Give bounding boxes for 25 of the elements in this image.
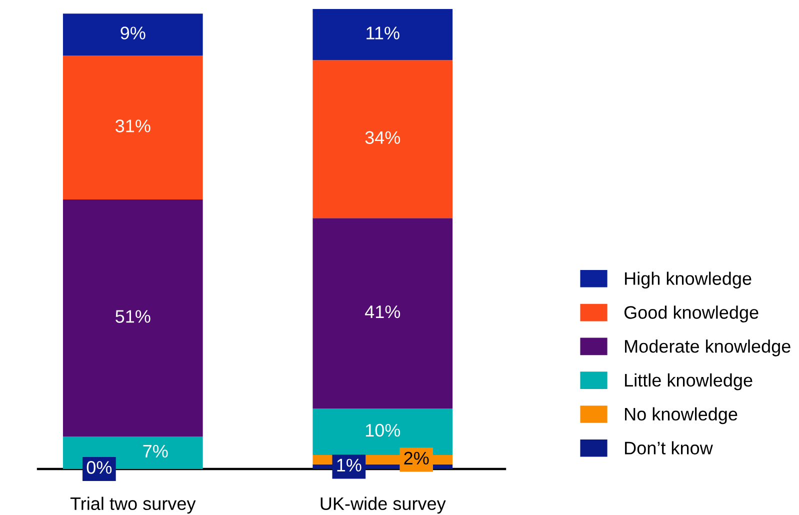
legend-label: Good knowledge [624,306,758,322]
legend-label: Moderate knowledge [625,339,790,356]
bar [312,9,453,60]
data-label: 1% [337,458,362,472]
legend-label: Little knowledge [625,373,752,390]
data-label: 34% [365,131,400,144]
data-label: 7% [143,444,168,458]
x-tick-label: Trial two survey [70,496,196,514]
legend-label: Don’t know [625,441,713,454]
data-label: 9% [120,26,146,40]
x-tick-label: UK-wide survey [320,496,446,514]
data-label: 0% [86,461,112,474]
data-label: 51% [116,310,150,323]
data-label: 2% [404,452,429,464]
bar [312,218,453,409]
legend-label: High knowledge [625,272,752,289]
data-label: 11% [366,26,400,40]
bar [62,55,203,200]
data-label: 31% [116,120,150,132]
legend-label: No knowledge [625,407,738,424]
bar [62,200,203,436]
data-label: 41% [364,305,400,318]
bar [62,14,203,56]
data-label: 10% [366,424,400,437]
bar [312,60,453,218]
